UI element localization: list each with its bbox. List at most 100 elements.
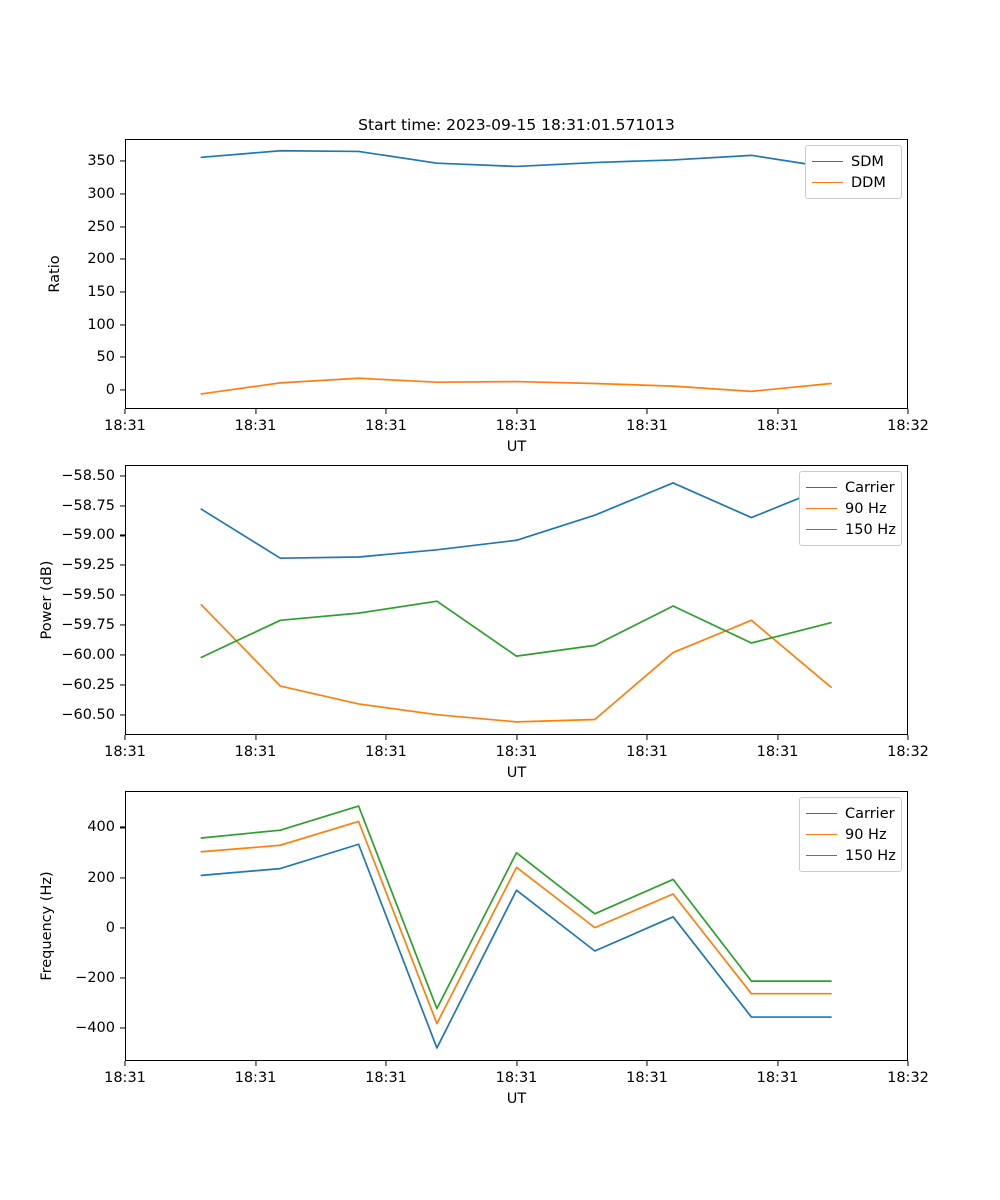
ratio-xtick-label: 18:31 <box>626 418 668 434</box>
power-xtick-label: 18:31 <box>234 744 277 760</box>
power-xtick-label: 18:32 <box>887 744 929 760</box>
ratio-ytick-label: 300 <box>87 185 115 202</box>
ratio-xtick-label: 18:31 <box>495 418 538 434</box>
frequency-xtick-label: 18:31 <box>756 1070 799 1086</box>
legend-label: Carrier <box>845 479 895 496</box>
power-ytick-mark <box>120 505 125 507</box>
legend-entry-90-hz[interactable]: 90 Hz <box>806 498 893 519</box>
legend-line-swatch-icon <box>812 161 843 162</box>
ratio-xtick-mark <box>907 409 909 414</box>
ratio-ytick-label: 50 <box>96 349 115 366</box>
legend-label: 90 Hz <box>845 826 887 843</box>
frequency-xaxis-label: UT <box>506 1091 527 1107</box>
frequency-xtick-mark <box>124 1061 126 1066</box>
legend-line-swatch-icon <box>806 529 837 530</box>
legend-entry-150-hz[interactable]: 150 Hz <box>806 519 896 540</box>
power-xtick-mark <box>385 735 387 740</box>
ratio-ytick-mark <box>120 291 125 293</box>
frequency-series-150-hz <box>200 805 832 1010</box>
power-legend[interactable]: Carrier 90 Hz 150 Hz <box>799 471 902 546</box>
power-subplot <box>125 465 908 735</box>
legend-entry-ddm[interactable]: DDM <box>812 172 893 193</box>
power-xtick-label: 18:31 <box>756 744 799 760</box>
ratio-ytick-mark <box>120 389 125 391</box>
legend-line-swatch-icon <box>806 813 837 814</box>
legend-label: Carrier <box>845 805 895 822</box>
ratio-ytick-mark <box>120 258 125 260</box>
legend-entry-150-hz[interactable]: 150 Hz <box>806 845 896 866</box>
power-ytick-label: −59.75 <box>61 617 115 634</box>
power-xtick-label: 18:31 <box>365 744 407 760</box>
ratio-ytick-label: 100 <box>87 316 115 333</box>
power-xtick-mark <box>776 735 779 740</box>
legend-entry-carrier[interactable]: Carrier <box>806 803 895 824</box>
legend-line-swatch-icon <box>806 487 837 488</box>
ratio-series-sdm <box>200 149 832 169</box>
frequency-series-90-hz <box>200 820 832 1025</box>
ratio-xtick-label: 18:31 <box>365 418 407 434</box>
frequency-ytick-label: −200 <box>75 970 115 987</box>
frequency-ytick-mark <box>120 877 125 879</box>
frequency-xtick-mark <box>385 1061 387 1066</box>
legend-entry-90-hz[interactable]: 90 Hz <box>806 824 893 845</box>
ratio-ytick-label: 200 <box>87 251 115 268</box>
ratio-ytick-mark <box>120 226 125 228</box>
ratio-ytick-label: 0 <box>105 382 115 399</box>
power-yaxis-label: Power (dB) <box>39 560 55 640</box>
power-ytick-label: −60.50 <box>61 706 115 723</box>
power-ytick-label: −59.50 <box>61 587 115 604</box>
ratio-xtick-label: 18:32 <box>887 418 929 434</box>
power-ytick-label: −58.50 <box>61 467 115 484</box>
frequency-ytick-label: 200 <box>87 869 115 886</box>
frequency-ytick-mark <box>120 826 125 828</box>
frequency-legend[interactable]: Carrier 90 Hz 150 Hz <box>799 797 902 872</box>
figure-title: Start time: 2023-09-15 18:31:01.571013 <box>358 116 675 134</box>
power-ytick-label: −59.00 <box>61 527 115 544</box>
ratio-plot-lines <box>200 149 832 395</box>
frequency-xtick-label: 18:31 <box>495 1070 538 1086</box>
power-ytick-label: −60.00 <box>61 646 115 663</box>
legend-line-swatch-icon <box>806 508 837 509</box>
ratio-ytick-label: 150 <box>87 283 115 300</box>
power-series-150-hz <box>200 600 832 659</box>
power-xtick-label: 18:31 <box>104 744 146 760</box>
power-ytick-mark <box>120 684 125 686</box>
frequency-xtick-mark <box>907 1061 909 1066</box>
frequency-ytick-label: 0 <box>105 919 115 936</box>
frequency-series-carrier <box>200 843 832 1049</box>
frequency-ytick-label: 400 <box>87 819 115 836</box>
frequency-xtick-mark <box>254 1061 257 1066</box>
power-ytick-label: −58.75 <box>61 497 115 514</box>
power-ytick-label: −60.25 <box>61 676 115 693</box>
ratio-xtick-label: 18:31 <box>756 418 799 434</box>
ratio-legend[interactable]: SDM DDM <box>805 145 902 199</box>
frequency-plot-lines <box>200 805 832 1049</box>
legend-entry-carrier[interactable]: Carrier <box>806 477 895 498</box>
power-ytick-mark <box>120 564 125 566</box>
ratio-ytick-mark <box>120 193 125 195</box>
frequency-xtick-label: 18:31 <box>365 1070 407 1086</box>
legend-entry-sdm[interactable]: SDM <box>812 151 893 172</box>
power-series-carrier <box>200 482 832 560</box>
ratio-plot-frame <box>125 139 908 409</box>
power-ytick-label: −59.25 <box>61 557 115 574</box>
ratio-xaxis-label: UT <box>506 439 527 455</box>
power-ytick-mark <box>120 654 125 656</box>
power-ytick-mark <box>120 594 125 596</box>
power-series-90-hz <box>200 603 832 723</box>
power-xtick-mark <box>124 735 126 740</box>
frequency-xtick-mark <box>515 1061 518 1066</box>
power-ytick-mark <box>120 534 125 537</box>
ratio-ytick-label: 250 <box>87 218 115 235</box>
power-ytick-mark <box>120 714 125 716</box>
frequency-plot-frame <box>125 791 908 1061</box>
power-plot-lines <box>200 482 832 723</box>
frequency-xtick-mark <box>646 1061 648 1066</box>
power-xtick-mark <box>907 735 909 740</box>
ratio-yaxis-label: Ratio <box>47 255 63 293</box>
legend-line-swatch-icon <box>806 834 837 835</box>
legend-line-swatch-icon <box>812 182 843 183</box>
legend-label: 150 Hz <box>845 521 896 538</box>
power-plot-frame <box>125 465 908 735</box>
ratio-series-ddm <box>200 377 832 395</box>
